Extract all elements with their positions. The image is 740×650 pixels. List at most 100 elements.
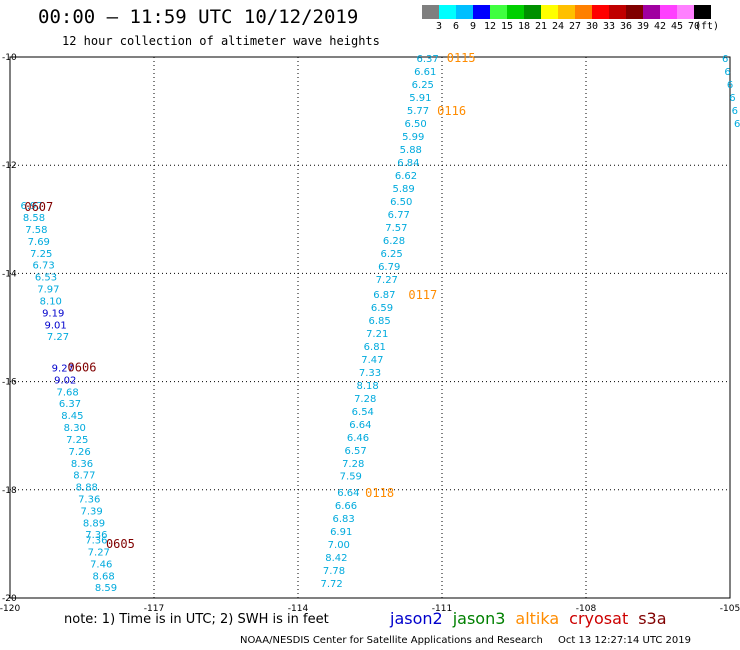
legend-swatch bbox=[575, 5, 592, 19]
legend-swatch bbox=[456, 5, 473, 19]
wave-height-value: 6.61 bbox=[414, 67, 436, 78]
wave-height-value: 9.27 bbox=[52, 364, 74, 375]
legend-swatch bbox=[677, 5, 694, 19]
wave-height-value: 6.97 bbox=[20, 201, 42, 212]
x-tick-label: -117 bbox=[144, 604, 164, 614]
wave-height-value: 6.59 bbox=[371, 303, 393, 314]
wave-height-value: 8.18 bbox=[356, 381, 378, 392]
wave-height-value: 5.99 bbox=[402, 132, 424, 143]
legend-swatch bbox=[643, 5, 660, 19]
credit-timestamp: Oct 13 12:27:14 UTC 2019 bbox=[558, 635, 691, 646]
wave-height-value: 6.81 bbox=[364, 342, 386, 353]
color-legend: 3 6 9 12 15 18 21 24 27 30 33 36 39 42 45 70 (ft) bbox=[422, 5, 719, 32]
x-tick-label: -105 bbox=[720, 604, 740, 614]
legend-label: 3 bbox=[435, 21, 443, 32]
legend-label: 45 bbox=[670, 21, 684, 32]
wave-height-value: 7.46 bbox=[90, 559, 112, 570]
y-tick-label: -16 bbox=[2, 378, 17, 388]
wave-height-value: 7.69 bbox=[28, 237, 50, 248]
y-tick-label: -18 bbox=[2, 486, 17, 496]
y-tick-label: -20 bbox=[2, 594, 17, 604]
wave-height-value: 7.27 bbox=[88, 547, 110, 558]
wave-height-value: 8.36 bbox=[71, 459, 93, 470]
wave-height-value: 5.91 bbox=[409, 93, 431, 104]
wave-height-value: 7.00 bbox=[328, 540, 350, 551]
pass-time-label: 0607 bbox=[24, 200, 53, 214]
legend-label: 21 bbox=[534, 21, 548, 32]
wave-height-value: 8.58 bbox=[23, 213, 45, 224]
wave-height-value: 6.83 bbox=[332, 514, 354, 525]
satellite-jason2: jason2 bbox=[390, 609, 443, 628]
satellite-cryosat: cryosat bbox=[569, 609, 629, 628]
wave-height-value: 6.77 bbox=[388, 210, 410, 221]
wave-height-value: 7.36 bbox=[85, 530, 107, 541]
wave-height-value: 6.87 bbox=[373, 290, 395, 301]
legend-label: 15 bbox=[500, 21, 514, 32]
x-tick-label: -111 bbox=[432, 604, 452, 614]
pass-time-label: 0115 bbox=[447, 51, 476, 65]
legend-label: 36 bbox=[619, 21, 633, 32]
wave-height-value: 7.25 bbox=[30, 249, 52, 260]
wave-height-value: 6.57 bbox=[344, 446, 366, 457]
wave-height-value: 6.54 bbox=[352, 407, 374, 418]
wave-height-value: 7.97 bbox=[37, 285, 59, 296]
y-tick-label: -14 bbox=[2, 269, 17, 279]
y-tick-label: -12 bbox=[2, 161, 17, 171]
wave-height-value: 6.50 bbox=[390, 197, 412, 208]
wave-height-value: 6.25 bbox=[412, 80, 434, 91]
wave-height-value: 9.01 bbox=[44, 320, 66, 331]
wave-height-value: 6.46 bbox=[347, 433, 369, 444]
x-tick-label: -108 bbox=[576, 604, 597, 614]
wave-height-value: 6 bbox=[722, 54, 728, 65]
map-frame bbox=[9, 56, 731, 599]
wave-height-value: 6.62 bbox=[395, 171, 417, 182]
wave-height-value: 7.39 bbox=[80, 506, 102, 517]
wave-height-value: 6.28 bbox=[383, 236, 405, 247]
legend-label: 70 bbox=[687, 21, 701, 32]
wave-height-value: 7.26 bbox=[68, 447, 90, 458]
legend-label: 12 bbox=[483, 21, 497, 32]
wave-height-value: 7.57 bbox=[385, 223, 407, 234]
wave-height-value: 6 bbox=[729, 93, 735, 104]
legend-label: 33 bbox=[602, 21, 616, 32]
legend-swatch bbox=[524, 5, 541, 19]
legend-swatch bbox=[541, 5, 558, 19]
satellite-key: jason2 jason3 altika cryosat s3a bbox=[390, 609, 677, 628]
pass-time-label: 0117 bbox=[408, 288, 437, 302]
wave-height-value: 7.33 bbox=[359, 368, 381, 379]
satellite-s3a: s3a bbox=[638, 609, 667, 628]
y-tick-label: -10 bbox=[2, 53, 17, 63]
wave-height-value: 6.79 bbox=[378, 262, 400, 273]
wave-height-value: 7.27 bbox=[47, 332, 69, 343]
legend-swatch bbox=[439, 5, 456, 19]
legend-swatch bbox=[490, 5, 507, 19]
wave-height-value: 7.58 bbox=[25, 225, 47, 236]
legend-label: 24 bbox=[551, 21, 565, 32]
wave-height-value: 5.89 bbox=[392, 184, 414, 195]
wave-height-value: 6 bbox=[734, 119, 740, 130]
wave-height-value: 6.25 bbox=[380, 249, 402, 260]
wave-height-value: 7.59 bbox=[340, 472, 362, 483]
wave-height-value: 6 bbox=[727, 80, 733, 91]
wave-height-value: 7.72 bbox=[320, 579, 342, 590]
wave-height-value: 6.66 bbox=[335, 501, 357, 512]
wave-height-value: 7.27 bbox=[376, 275, 398, 286]
wave-height-value: 5.77 bbox=[407, 106, 429, 117]
wave-height-value: 9.19 bbox=[42, 308, 64, 319]
wave-height-value: 7.28 bbox=[354, 394, 376, 405]
wave-height-value: 6.64 bbox=[337, 488, 359, 499]
units-note: note: 1) Time is in UTC; 2) SWH is in fe… bbox=[64, 612, 329, 627]
wave-height-value: 6.37 bbox=[59, 399, 81, 410]
legend-swatch bbox=[609, 5, 626, 19]
wave-height-value: 7.36 bbox=[85, 536, 107, 547]
wave-height-value: 7.78 bbox=[323, 566, 345, 577]
wave-height-value: 6.73 bbox=[32, 261, 54, 272]
wave-height-value: 8.59 bbox=[95, 583, 117, 594]
x-tick-label: -114 bbox=[288, 604, 309, 614]
wave-height-value: 6.37 bbox=[416, 54, 438, 65]
legend-swatch bbox=[422, 5, 439, 19]
legend-label: 27 bbox=[568, 21, 582, 32]
wave-height-value: 6.64 bbox=[349, 420, 371, 431]
wave-height-value: 8.10 bbox=[40, 296, 62, 307]
wave-height-value: 8.88 bbox=[76, 483, 98, 494]
